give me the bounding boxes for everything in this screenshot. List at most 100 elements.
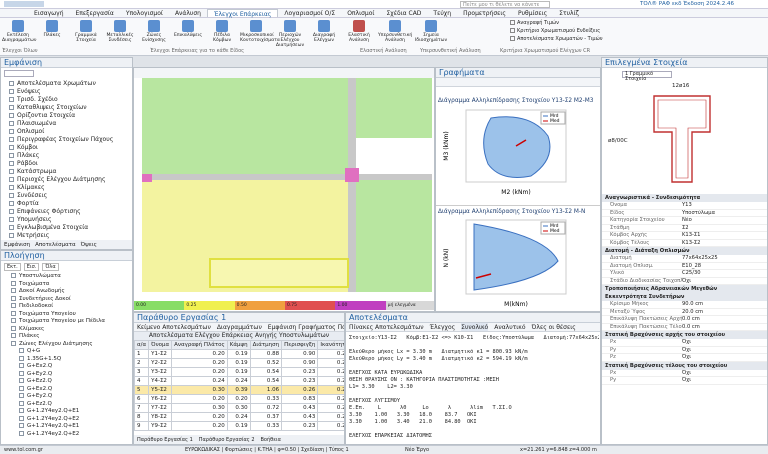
menu-tab[interactable]: Έλεγχοι Επάρκειας [206, 9, 279, 18]
selector[interactable]: 1 Γραμμικό Στοιχείο [622, 71, 672, 82]
ribbon-option[interactable]: Αποτελέσματα Χρωματών - Τιμών [510, 35, 603, 43]
table-row[interactable]: 4Y4-Σ20.240.240.540.230.21 [134, 376, 344, 386]
checkbox[interactable] [11, 333, 16, 338]
tree-item[interactable]: G+1.2Y4ey2.Q+E2 [1, 430, 132, 439]
tree-item[interactable]: Περιγραφέας Στοιχείων Πάχους [1, 136, 132, 144]
tree-item[interactable]: G+Ez2.Q [1, 400, 132, 409]
quick-access[interactable] [4, 1, 44, 7]
toolbar-button[interactable]: Διαγραμμάτων [216, 324, 262, 331]
tree-item[interactable]: Ορίζοντια Στοιχεία [1, 112, 132, 120]
menu-tab[interactable]: Επεξεργασία [75, 10, 114, 17]
nav-button[interactable]: Εισ. [23, 263, 40, 271]
toolbar-button[interactable]: Εμφάνιση Γραφήματος Πάντα [267, 324, 344, 331]
property-row[interactable]: Ρx Όχι [602, 370, 767, 377]
window-tab[interactable]: Βοήθεια [260, 437, 281, 443]
tree-item[interactable]: Υποστυλώματα [1, 273, 132, 281]
ribbon-button[interactable]: Πλάκες [36, 20, 68, 48]
menu-tab[interactable]: Σχέδια CAD [386, 10, 422, 17]
checkbox[interactable] [9, 217, 14, 222]
table-row[interactable]: 9Y9-Σ20.200.190.330.230.21 [134, 421, 344, 431]
property-row[interactable]: Επικάλυψη Πακτώσεις Τέλους 0.0 cm [602, 324, 767, 331]
menu-tab[interactable]: Εισαγωγή [34, 10, 64, 17]
ribbon-option[interactable]: Αναγραφή Τιμών [510, 19, 603, 27]
tree-item[interactable]: Κλίμακες [1, 325, 132, 334]
checkbox[interactable] [9, 201, 14, 206]
ribbon-button[interactable]: Σημεία Ιδιοσχημάτων [414, 20, 448, 48]
panel-tab[interactable]: Εμφάνιση [4, 242, 31, 248]
tree-item[interactable]: Μετρήσεις [1, 232, 132, 240]
checkbox[interactable] [11, 318, 16, 323]
panel-tab[interactable]: Αποτελέσματα [35, 242, 76, 248]
tree-item[interactable]: Τρισδ. Σχέδιο [1, 96, 132, 104]
property-row[interactable]: Κόμβος Τέλους Κ13-Σ2 [602, 240, 767, 247]
toolbar-button[interactable]: Κείμενο Αποτελεσμάτων [137, 324, 211, 331]
tree-item[interactable]: Πεδιλοδοκοί [1, 303, 132, 311]
property-row[interactable]: Κατηγορία Στοιχείου Νέο [602, 217, 767, 225]
window-tab[interactable]: Παράθυρο Εργασίας 1 [137, 437, 193, 443]
property-row[interactable]: Ρx Όχι [602, 339, 767, 347]
ribbon-button[interactable]: Ζώνες Ενίσχυσης [138, 20, 170, 48]
checkbox[interactable] [9, 121, 14, 126]
property-row[interactable]: Όνομα Y13 [602, 202, 767, 210]
tree-item[interactable]: Τοιχώματα Υπογείου [1, 310, 132, 319]
table-row[interactable]: 5Y5-Σ20.300.391.060.260.24 [134, 385, 344, 395]
table-row[interactable]: 1Y1-Σ20.200.190.880.900.21 [134, 349, 344, 359]
checkbox[interactable] [510, 36, 515, 41]
checkbox[interactable] [510, 20, 515, 25]
toolbar-button[interactable]: Έλεγχος [429, 324, 456, 331]
tree-item[interactable]: G+Ex2.Q [1, 363, 132, 371]
checkbox[interactable] [11, 340, 16, 346]
checkbox[interactable] [9, 129, 14, 134]
checkbox[interactable] [19, 363, 24, 368]
tree-item[interactable]: Πλαισιωμένα [1, 120, 132, 128]
tree-item[interactable]: G+Ex2.Q [1, 385, 132, 394]
ribbon-button[interactable]: Γραμμικά Στοιχεία [70, 20, 102, 48]
nav-button[interactable]: Όλα [42, 263, 59, 271]
property-row[interactable]: Κόμβος Αρχής Κ13-Σ1 [602, 232, 767, 240]
checkbox[interactable] [11, 325, 16, 331]
tree-item[interactable]: Αποτελέσματα Χρωμάτων [1, 80, 132, 88]
tree-item[interactable]: Πλάκες [1, 333, 132, 341]
property-row[interactable]: Είδος Υποστύλωμα [602, 210, 767, 217]
toolbar-button[interactable]: Συνολικό [461, 323, 489, 331]
checkbox[interactable] [9, 169, 14, 174]
tree-item[interactable]: Εγκλωβισμένα Στοιχεία [1, 224, 132, 232]
tree-item[interactable]: Επιφάνειες Φόρτισης [1, 208, 132, 216]
checkbox[interactable] [9, 153, 14, 158]
tree-item[interactable]: Κόμβοι [1, 144, 132, 152]
checkbox[interactable] [11, 288, 16, 293]
dropdown[interactable] [4, 70, 34, 77]
tree-item[interactable]: G+1.2Y4ey2.Q+E1 [1, 408, 132, 416]
ribbon-button[interactable]: Υπερσυνθετική Ανάλυση [378, 20, 412, 48]
checkbox[interactable] [9, 185, 14, 190]
menu-tab[interactable]: Ρυθμίσεις [517, 10, 548, 17]
table-row[interactable]: 7Y7-Σ20.300.300.720.430.21 [134, 403, 344, 413]
panel-tab[interactable]: Όψεις [80, 242, 97, 248]
toolbar-button[interactable]: Πίνακες Αποτελεσμάτων [349, 324, 424, 331]
ribbon-button[interactable]: Ελαστική Ανάλυση [342, 20, 376, 48]
tree-item[interactable]: 1.35G+1.5Q [1, 355, 132, 364]
ribbon-button[interactable]: Εκτέλεση Διαγραμμάτων [2, 20, 36, 48]
property-row[interactable]: Στάθμη Σ2 [602, 225, 767, 232]
ribbon-button[interactable]: Διαγραφή Ελέγχων [308, 20, 340, 48]
property-row[interactable]: Μεταξύ Ύψος 20.0 cm [602, 309, 767, 316]
checkbox[interactable] [9, 233, 14, 238]
checkbox[interactable] [9, 137, 14, 142]
checkbox[interactable] [19, 348, 24, 353]
nav-button[interactable]: Εκτ. [4, 263, 21, 271]
tree-item[interactable]: Τοιχώματα [1, 280, 132, 289]
tree-item[interactable]: Οπλισμοί [1, 128, 132, 136]
property-row[interactable]: Ρy Όχι [602, 347, 767, 354]
ribbon-button[interactable]: Περιοχών Ελέγχου Διατμήσεων [274, 20, 306, 48]
tree-item[interactable]: Δοκοί Ανωδομής [1, 288, 132, 296]
property-row[interactable]: Επικάλυψη Πακτώσεις Αρχής 0.0 cm [602, 316, 767, 324]
tree-item[interactable]: Φορτία [1, 200, 132, 208]
tree-item[interactable]: Καταθλιψεις Στοιχείων [1, 104, 132, 112]
tree-item[interactable]: Τοιχώματα Υπογείου με Πέδιλα [1, 318, 132, 326]
property-row[interactable]: Διατομή 77x64x25x25 [602, 255, 767, 263]
tree-item[interactable]: Ράβδοι [1, 160, 132, 168]
ribbon-button[interactable]: Μικροσκοπικοί Κοντοτοιχίσματα [240, 20, 280, 48]
checkbox[interactable] [9, 105, 14, 110]
checkbox[interactable] [9, 89, 14, 94]
window-tab[interactable]: Παράθυρο Εργασίας 2 [198, 437, 255, 443]
